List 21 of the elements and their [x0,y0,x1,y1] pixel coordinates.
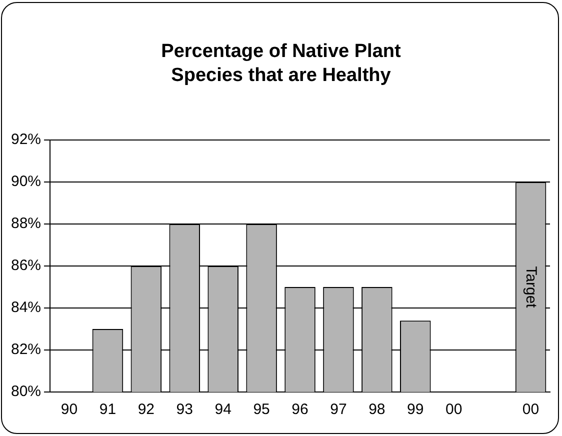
x-tick-label: 98 [368,401,386,418]
annotation: Target [522,266,540,309]
x-tick-label: 92 [138,401,155,418]
y-tick-label: 88% [10,215,42,232]
x-tick-label: 00 [522,401,540,418]
x-tick-label: 91 [99,401,116,418]
x-tick-label: 00 [446,401,462,418]
x-tick-label: 96 [292,401,308,418]
x-tick-label: 90 [60,401,78,418]
y-tick-label: 90% [10,173,42,190]
x-tick-label: 99 [407,401,424,418]
y-tick-label: 82% [10,341,42,358]
y-tick-label: 92% [10,131,42,148]
chart-title: Percentage of Native Plant Species that are Healthy [160,40,402,88]
x-tick-label: 94 [214,401,232,418]
y-tick-label: 80% [10,383,42,400]
x-tick-label: 95 [253,401,270,418]
x-tick-label: 93 [176,401,193,418]
y-tick-label: 86% [10,257,42,274]
x-tick-label: 97 [330,401,347,418]
y-tick-label: 84% [10,299,42,316]
